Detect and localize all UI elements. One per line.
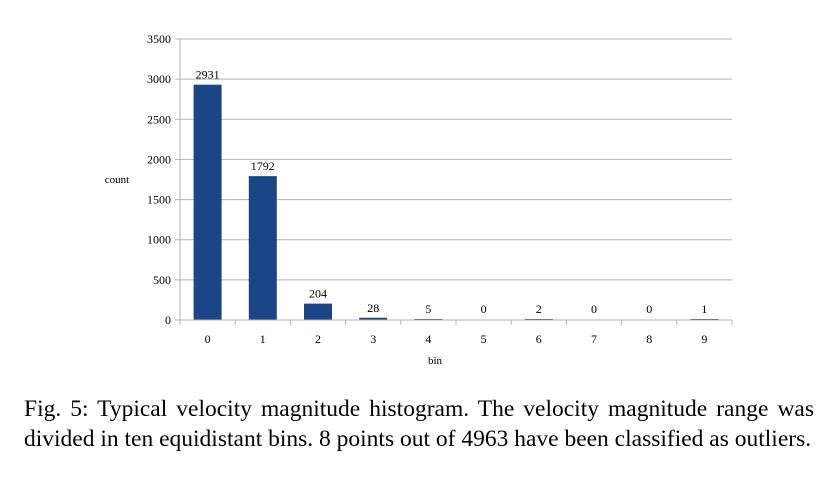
x-tick-label: 4: [425, 332, 431, 346]
y-tick-labels: 0 500 1000 1500 2000 2500 3000 3500: [147, 32, 171, 327]
data-label: 2: [536, 302, 542, 316]
x-tick-label: 9: [701, 332, 707, 346]
x-axis-title: bin: [428, 355, 443, 367]
bar: [359, 317, 388, 320]
x-tick-label: 5: [481, 332, 487, 346]
data-label: 28: [367, 301, 379, 315]
data-label: 0: [646, 302, 652, 316]
y-axis-title: count: [105, 174, 129, 186]
data-label: 2931: [196, 68, 220, 82]
figure-caption: Fig. 5: Typical velocity magnitude histo…: [24, 396, 814, 452]
data-label: 204: [309, 287, 327, 301]
data-label: 5: [425, 302, 431, 316]
y-tick-label: 1000: [147, 233, 171, 247]
x-tick-label: 7: [591, 332, 597, 346]
y-tick-label: 3500: [147, 32, 171, 46]
data-label: 0: [591, 302, 597, 316]
bars: [193, 84, 719, 320]
y-tick-label: 2000: [147, 152, 171, 166]
data-label: 1: [701, 302, 707, 316]
y-tick-label: 0: [165, 313, 171, 327]
x-tick-label: 0: [205, 332, 211, 346]
x-tick-label: 1: [260, 332, 266, 346]
x-tick-label: 8: [646, 332, 652, 346]
x-tick-label: 6: [536, 332, 542, 346]
data-label: 0: [481, 302, 487, 316]
axes: [175, 38, 733, 325]
data-label: 1792: [251, 159, 275, 173]
bar: [304, 303, 332, 320]
bar: [248, 176, 277, 320]
x-tick-labels: 0 1 2 3 4 5 6 7 8 9: [205, 332, 708, 346]
data-labels: 2931 1792 204 28 5 0 2 0 0 1: [196, 68, 708, 316]
y-tick-label: 1500: [147, 193, 171, 207]
y-tick-label: 2500: [147, 112, 171, 126]
x-tick-label: 3: [370, 332, 376, 346]
x-tick-label: 2: [315, 332, 321, 346]
y-tick-label: 500: [153, 273, 171, 287]
y-tick-label: 3000: [147, 72, 171, 86]
bar: [193, 84, 222, 320]
